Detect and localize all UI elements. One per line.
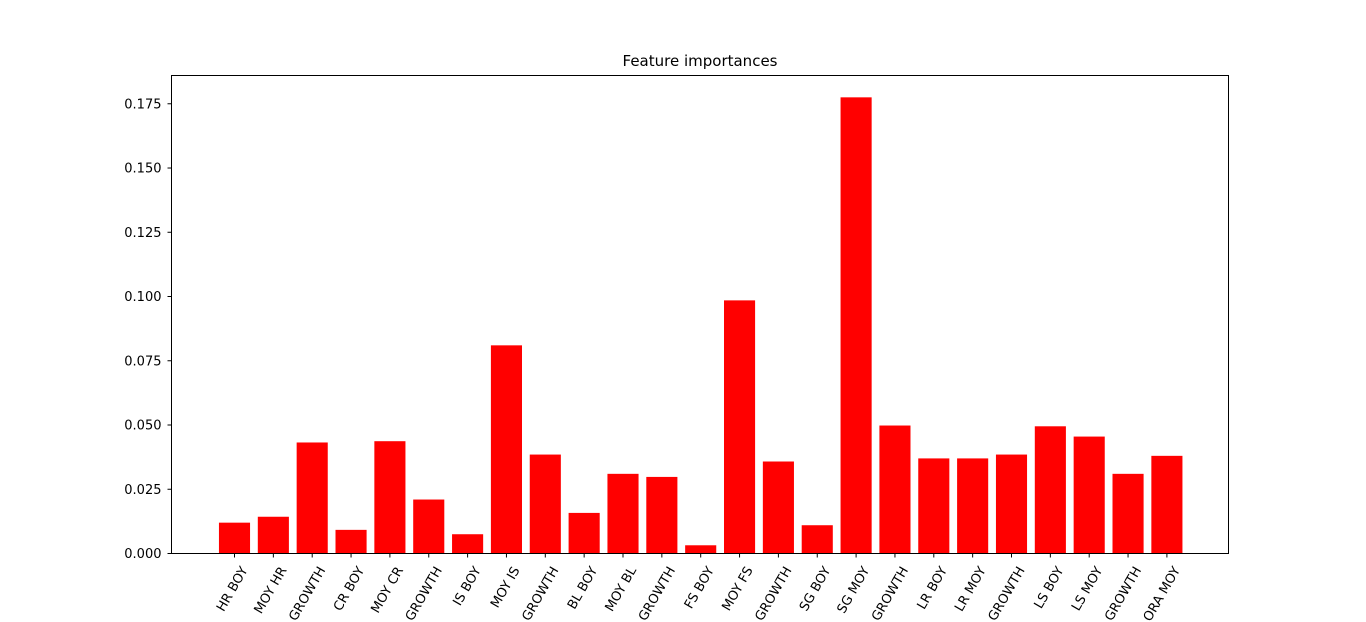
bar-19 [918, 458, 950, 554]
bar-12 [646, 476, 678, 554]
bar-4 [335, 529, 367, 554]
bar-9 [529, 454, 561, 554]
x-tick-label: GROWTH [1102, 564, 1145, 622]
x-tick-label: LS MOY [1069, 564, 1106, 613]
y-tick-label: 0.050 [124, 419, 161, 434]
bar-14 [724, 300, 756, 554]
x-tick-label: IS BOY [451, 564, 485, 608]
x-tick-label: MOY IS [488, 564, 523, 610]
bar-20 [957, 458, 989, 554]
x-tick-label: GROWTH [753, 564, 796, 622]
bar-21 [995, 454, 1028, 554]
bar-3 [296, 442, 328, 554]
x-tick-label: SG MOY [835, 564, 874, 616]
bar-6 [413, 499, 445, 554]
bars-group [218, 97, 1183, 554]
y-tick-label: 0.025 [124, 483, 161, 498]
y-tick-label: 0.000 [124, 547, 161, 562]
x-tick-label: HR BOY [214, 564, 252, 614]
bar-1 [218, 522, 251, 554]
bar-22 [1034, 426, 1066, 554]
bar-17 [840, 97, 872, 554]
y-tick-label: 0.175 [124, 97, 161, 112]
y-tick-label: 0.150 [124, 162, 161, 177]
bar-24 [1112, 473, 1144, 554]
x-tick-label: LS BOY [1032, 564, 1068, 611]
bar-15 [762, 461, 794, 554]
chart-title: Feature importances [623, 52, 778, 70]
x-tick-label: ORA MOY [1141, 564, 1184, 622]
bar-25 [1151, 455, 1183, 554]
x-tick-label: LR BOY [915, 564, 951, 612]
bar-8 [490, 345, 522, 554]
x-tick-label: MOY BL [603, 564, 641, 615]
bar-23 [1073, 436, 1105, 554]
y-axis: 0.000 0.025 0.050 0.075 0.100 0.125 0.150 0.175 [124, 97, 172, 562]
plot-area-frame [171, 75, 1229, 554]
x-tick-label: GROWTH [286, 564, 329, 622]
x-tick-label: GROWTH [869, 564, 912, 622]
bar-5 [374, 441, 406, 554]
x-tick-label: LR MOY [952, 564, 990, 614]
x-tick-label: CR BOY [331, 564, 368, 613]
x-tick-label: GROWTH [519, 564, 562, 622]
bar-18 [879, 425, 911, 554]
bar-7 [452, 534, 484, 554]
bar-2 [257, 516, 289, 554]
y-tick-label: 0.125 [124, 226, 161, 241]
bar-10 [568, 512, 600, 554]
y-tick-label: 0.100 [124, 290, 161, 305]
bar-13 [685, 545, 717, 554]
x-tick-label: SG BOY [797, 564, 834, 614]
x-tick-label: MOY HR [252, 564, 291, 616]
x-tick-label: FS BOY [682, 564, 718, 611]
x-tick-label: MOY CR [369, 564, 407, 616]
x-tick-label: MOY FS [719, 564, 756, 613]
y-tick-label: 0.075 [124, 354, 161, 369]
bar-16 [801, 525, 833, 554]
x-tick-label: GROWTH [403, 564, 446, 622]
x-tick-label: BL BOY [565, 564, 601, 612]
bar-11 [607, 473, 639, 554]
x-tick-label: GROWTH [636, 564, 679, 622]
x-tick-label: GROWTH [986, 564, 1029, 622]
